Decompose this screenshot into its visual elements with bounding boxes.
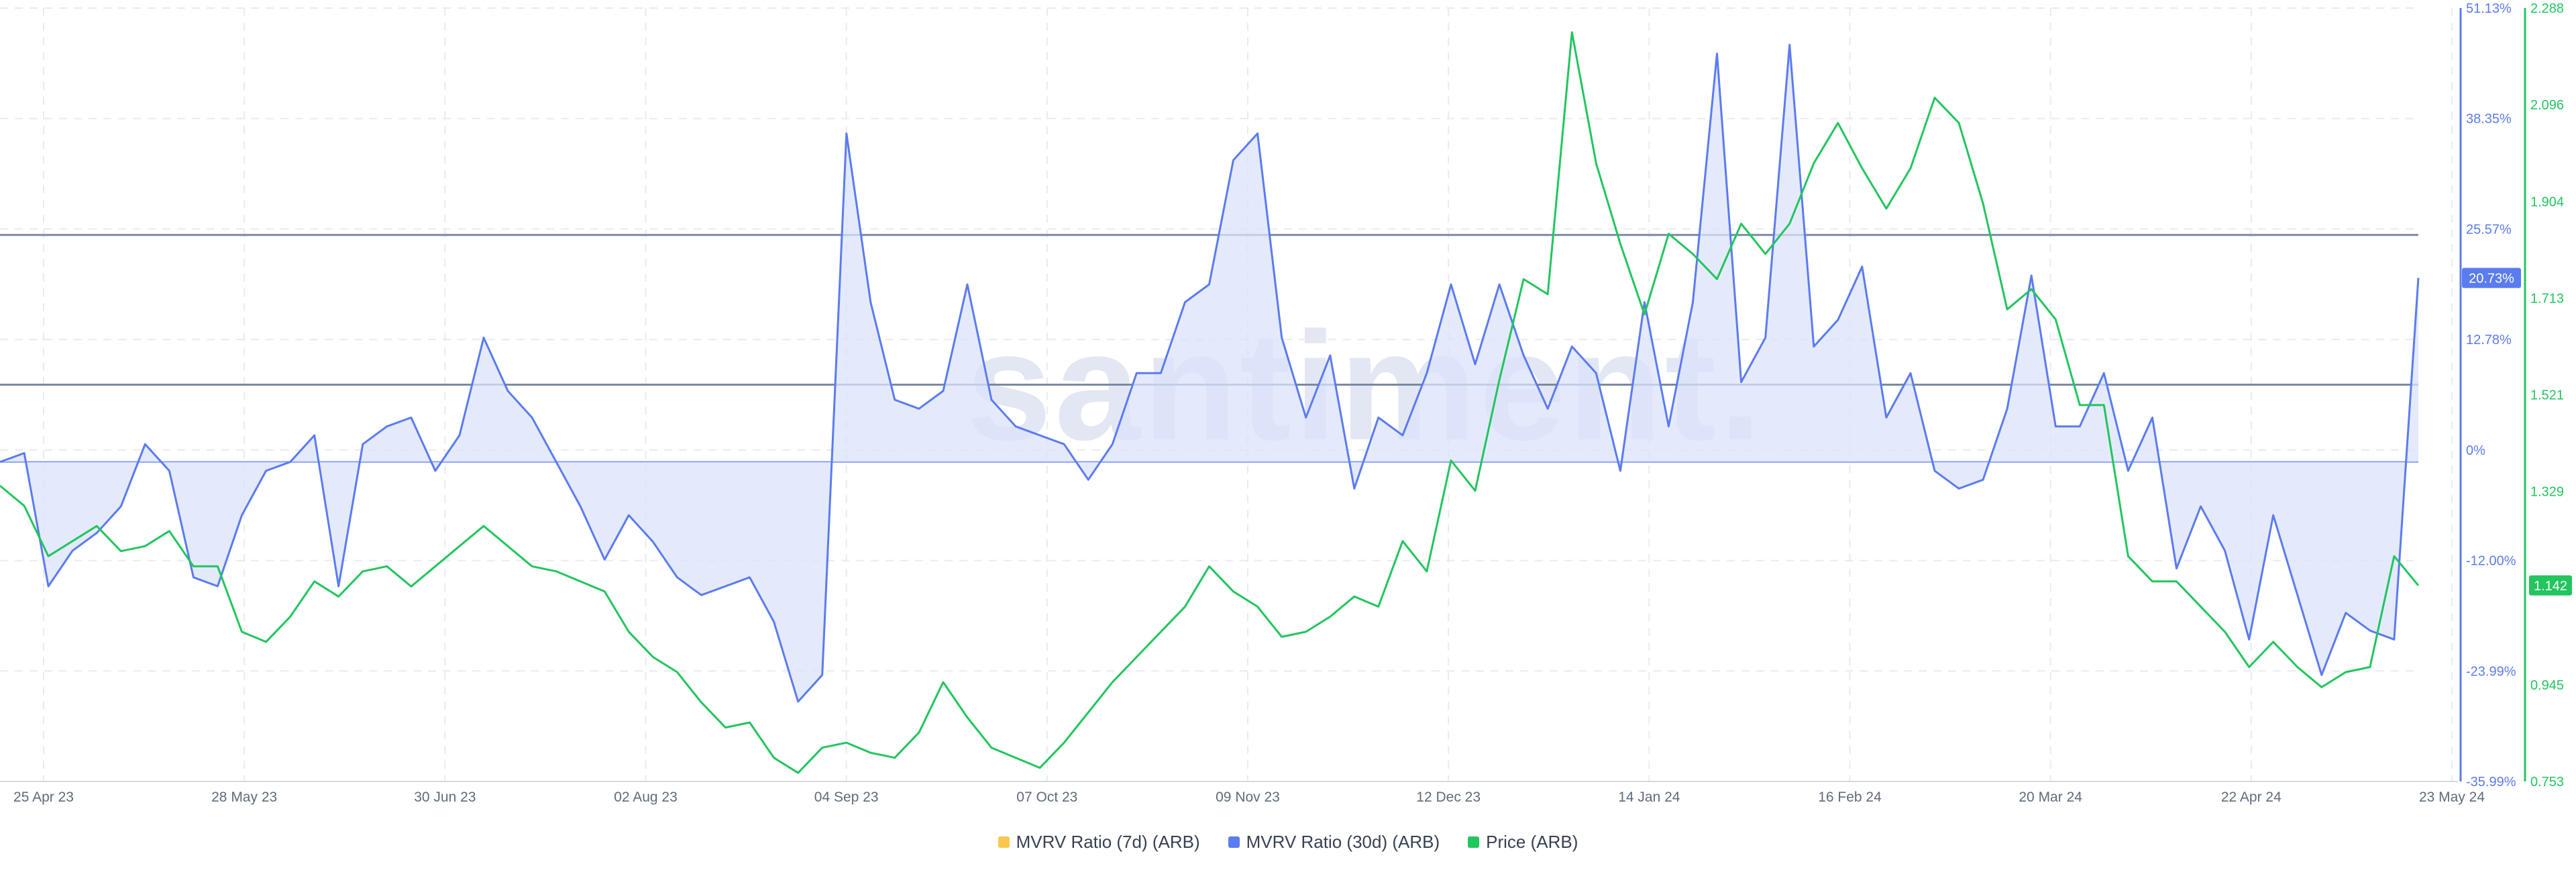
x-tick-label: 04 Sep 23 (814, 789, 879, 805)
mvrv-tick-label: 0% (2466, 443, 2485, 458)
price-tick-label: 2.288 (2530, 1, 2564, 16)
legend-item[interactable]: MVRV Ratio (7d) (ARB) (998, 832, 1200, 853)
x-tick-label: 14 Jan 24 (1618, 789, 1680, 805)
current-mvrv-value: 20.73% (2469, 271, 2514, 286)
mvrv-tick-label: -23.99% (2466, 664, 2516, 679)
x-tick-label: 23 May 24 (2419, 789, 2485, 805)
legend-swatch (998, 836, 1010, 848)
mvrv-30d-line (0, 44, 2420, 703)
mvrv-tick-label: 51.13% (2466, 1, 2512, 16)
mvrv-tick-label: 25.57% (2466, 222, 2512, 237)
mvrv-30d-area (0, 44, 2418, 702)
legend-label: MVRV Ratio (30d) (ARB) (1246, 832, 1440, 852)
x-tick-label: 09 Nov 23 (1216, 789, 1280, 805)
x-tick-label: 20 Mar 24 (2019, 789, 2082, 805)
mvrv-tick-label: 38.35% (2466, 112, 2512, 127)
price-tick-label: 1.713 (2530, 291, 2564, 306)
x-tick-label: 30 Jun 23 (414, 789, 476, 805)
price-tick-label: 0.945 (2530, 678, 2564, 693)
legend-swatch (1468, 836, 1480, 848)
x-tick-label: 25 Apr 23 (13, 789, 74, 805)
x-tick-label: 16 Feb 24 (1818, 789, 1882, 805)
price-tick-label: 0.753 (2530, 775, 2564, 789)
series-layer (0, 31, 2420, 774)
x-tick-label: 22 Apr 24 (2221, 789, 2282, 805)
price-tick-label: 1.329 (2530, 485, 2564, 500)
axes: 25 Apr 23 28 May 23 30 Jun 23 02 Aug 23 04 S… (0, 1, 2572, 805)
current-price-value: 1.142 (2534, 579, 2567, 594)
price-line (0, 31, 2420, 774)
current-mvrv-badge (2462, 268, 2521, 288)
x-tick-label: 12 Dec 23 (1416, 789, 1481, 805)
price-tick-label: 2.096 (2530, 98, 2564, 113)
x-tick-label: 07 Oct 23 (1016, 789, 1077, 805)
mvrv-tick-label: -12.00% (2466, 554, 2516, 569)
legend: MVRV Ratio (7d) (ARB) MVRV Ratio (30d) (A… (0, 832, 2576, 853)
price-tick-label: 1.904 (2530, 195, 2564, 209)
current-price-badge (2529, 575, 2572, 596)
legend-item[interactable]: MVRV Ratio (30d) (ARB) (1228, 832, 1440, 853)
legend-item[interactable]: Price (ARB) (1468, 832, 1578, 853)
legend-swatch (1228, 836, 1240, 848)
mvrv-tick-label: -35.99% (2466, 775, 2516, 789)
x-tick-label: 02 Aug 23 (614, 789, 678, 805)
legend-label: MVRV Ratio (7d) (ARB) (1016, 832, 1200, 852)
x-tick-label: 28 May 23 (211, 789, 277, 805)
legend-label: Price (ARB) (1486, 832, 1578, 852)
mvrv-tick-label: 12.78% (2466, 333, 2512, 347)
price-tick-label: 1.521 (2530, 388, 2564, 403)
